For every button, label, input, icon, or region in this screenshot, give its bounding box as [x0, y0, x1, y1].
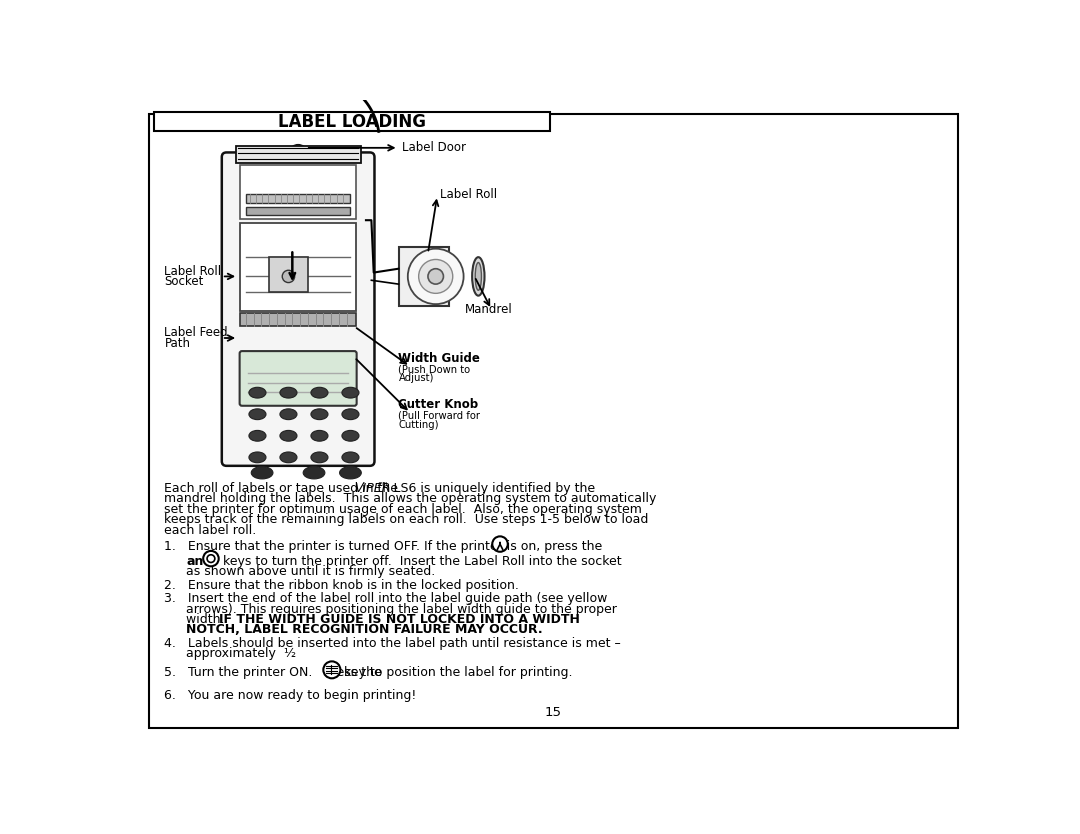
Bar — [241, 223, 356, 311]
Text: Label Feed: Label Feed — [164, 326, 228, 339]
Text: Cutter Knob: Cutter Knob — [399, 398, 478, 411]
Ellipse shape — [248, 387, 266, 398]
Text: (Push Down to: (Push Down to — [399, 364, 471, 374]
Text: Socket: Socket — [164, 275, 204, 289]
Text: keys to turn the printer off.  Insert the Label Roll into the socket: keys to turn the printer off. Insert the… — [222, 555, 621, 568]
Text: Label Roll: Label Roll — [440, 188, 497, 200]
Ellipse shape — [475, 263, 482, 290]
Ellipse shape — [339, 466, 362, 479]
Ellipse shape — [280, 387, 297, 398]
Text: arrows). This requires positioning the label width guide to the proper: arrows). This requires positioning the l… — [186, 603, 617, 615]
Ellipse shape — [303, 466, 325, 479]
Text: Label Roll: Label Roll — [164, 264, 221, 278]
Ellipse shape — [280, 430, 297, 441]
Text: VIPER: VIPER — [354, 482, 391, 495]
Text: 1.   Ensure that the printer is turned OFF. If the printer is on, press the: 1. Ensure that the printer is turned OFF… — [164, 540, 603, 553]
Text: Path: Path — [164, 337, 190, 350]
Text: Adjust): Adjust) — [399, 374, 434, 384]
FancyBboxPatch shape — [240, 351, 356, 406]
Ellipse shape — [311, 387, 328, 398]
Text: ™ LS6 is uniquely identified by the: ™ LS6 is uniquely identified by the — [377, 482, 595, 495]
Text: as shown above until it is firmly seated.: as shown above until it is firmly seated… — [186, 565, 435, 578]
Text: IF THE WIDTH GUIDE IS NOT LOCKED INTO A WIDTH: IF THE WIDTH GUIDE IS NOT LOCKED INTO A … — [218, 613, 580, 626]
Text: Mandrel: Mandrel — [464, 303, 512, 316]
Bar — [246, 207, 350, 215]
Text: LABEL LOADING: LABEL LOADING — [278, 113, 426, 131]
Ellipse shape — [291, 145, 306, 157]
Ellipse shape — [311, 452, 328, 463]
Text: NOTCH, LABEL RECOGNITION FAILURE MAY OCCUR.: NOTCH, LABEL RECOGNITION FAILURE MAY OCC… — [186, 623, 543, 636]
Circle shape — [428, 269, 444, 284]
Text: 4.   Labels should be inserted into the label path until resistance is met –: 4. Labels should be inserted into the la… — [164, 637, 621, 650]
Ellipse shape — [280, 452, 297, 463]
Circle shape — [323, 661, 340, 678]
Ellipse shape — [472, 257, 485, 296]
Text: (Pull Forward for: (Pull Forward for — [399, 410, 481, 420]
Ellipse shape — [252, 466, 273, 479]
Ellipse shape — [342, 387, 359, 398]
Text: width.: width. — [186, 613, 232, 626]
Ellipse shape — [248, 452, 266, 463]
Ellipse shape — [248, 430, 266, 441]
Circle shape — [408, 249, 463, 304]
Text: Cutting): Cutting) — [399, 420, 438, 430]
Bar — [241, 165, 356, 219]
FancyBboxPatch shape — [221, 153, 375, 466]
Ellipse shape — [342, 409, 359, 420]
Circle shape — [282, 270, 295, 283]
Text: Width Guide: Width Guide — [399, 352, 481, 365]
Bar — [241, 313, 356, 326]
Text: 15: 15 — [545, 706, 562, 720]
Text: Label Door: Label Door — [403, 141, 467, 154]
Ellipse shape — [280, 409, 297, 420]
Circle shape — [492, 536, 508, 552]
Ellipse shape — [248, 409, 266, 420]
Text: key to position the label for printing.: key to position the label for printing. — [345, 666, 572, 679]
Text: approximately  ½: approximately ½ — [186, 647, 296, 661]
Bar — [154, 113, 550, 131]
Circle shape — [207, 555, 215, 562]
Circle shape — [203, 551, 218, 566]
Text: and: and — [186, 555, 213, 568]
Circle shape — [419, 259, 453, 294]
Bar — [269, 257, 308, 292]
Text: keeps track of the remaining labels on each roll.  Use steps 1-5 below to load: keeps track of the remaining labels on e… — [164, 513, 649, 526]
Text: 5.   Turn the printer ON.   Press the: 5. Turn the printer ON. Press the — [164, 666, 382, 679]
Text: set the printer for optimum usage of each label.  Also, the operating system: set the printer for optimum usage of eac… — [164, 503, 643, 515]
Ellipse shape — [311, 409, 328, 420]
Ellipse shape — [311, 430, 328, 441]
Text: 6.   You are now ready to begin printing!: 6. You are now ready to begin printing! — [164, 689, 417, 702]
Ellipse shape — [342, 430, 359, 441]
Text: each label roll.: each label roll. — [164, 524, 257, 536]
Ellipse shape — [342, 452, 359, 463]
Text: 2.   Ensure that the ribbon knob is in the locked position.: 2. Ensure that the ribbon knob is in the… — [164, 579, 519, 591]
Text: Each roll of labels or tape used in the: Each roll of labels or tape used in the — [164, 482, 403, 495]
Bar — [246, 194, 350, 203]
Text: 3.   Insert the end of the label roll into the label guide path (see yellow: 3. Insert the end of the label roll into… — [164, 592, 608, 605]
Text: mandrel holding the labels.  This allows the operating system to automatically: mandrel holding the labels. This allows … — [164, 492, 657, 505]
Bar — [235, 146, 361, 163]
Bar — [399, 247, 449, 306]
